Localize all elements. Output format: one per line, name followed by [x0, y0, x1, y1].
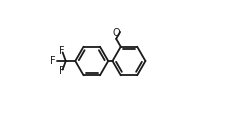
Text: O: O: [112, 28, 120, 38]
Text: F: F: [59, 66, 65, 76]
Text: F: F: [50, 56, 56, 66]
Text: F: F: [59, 46, 65, 56]
